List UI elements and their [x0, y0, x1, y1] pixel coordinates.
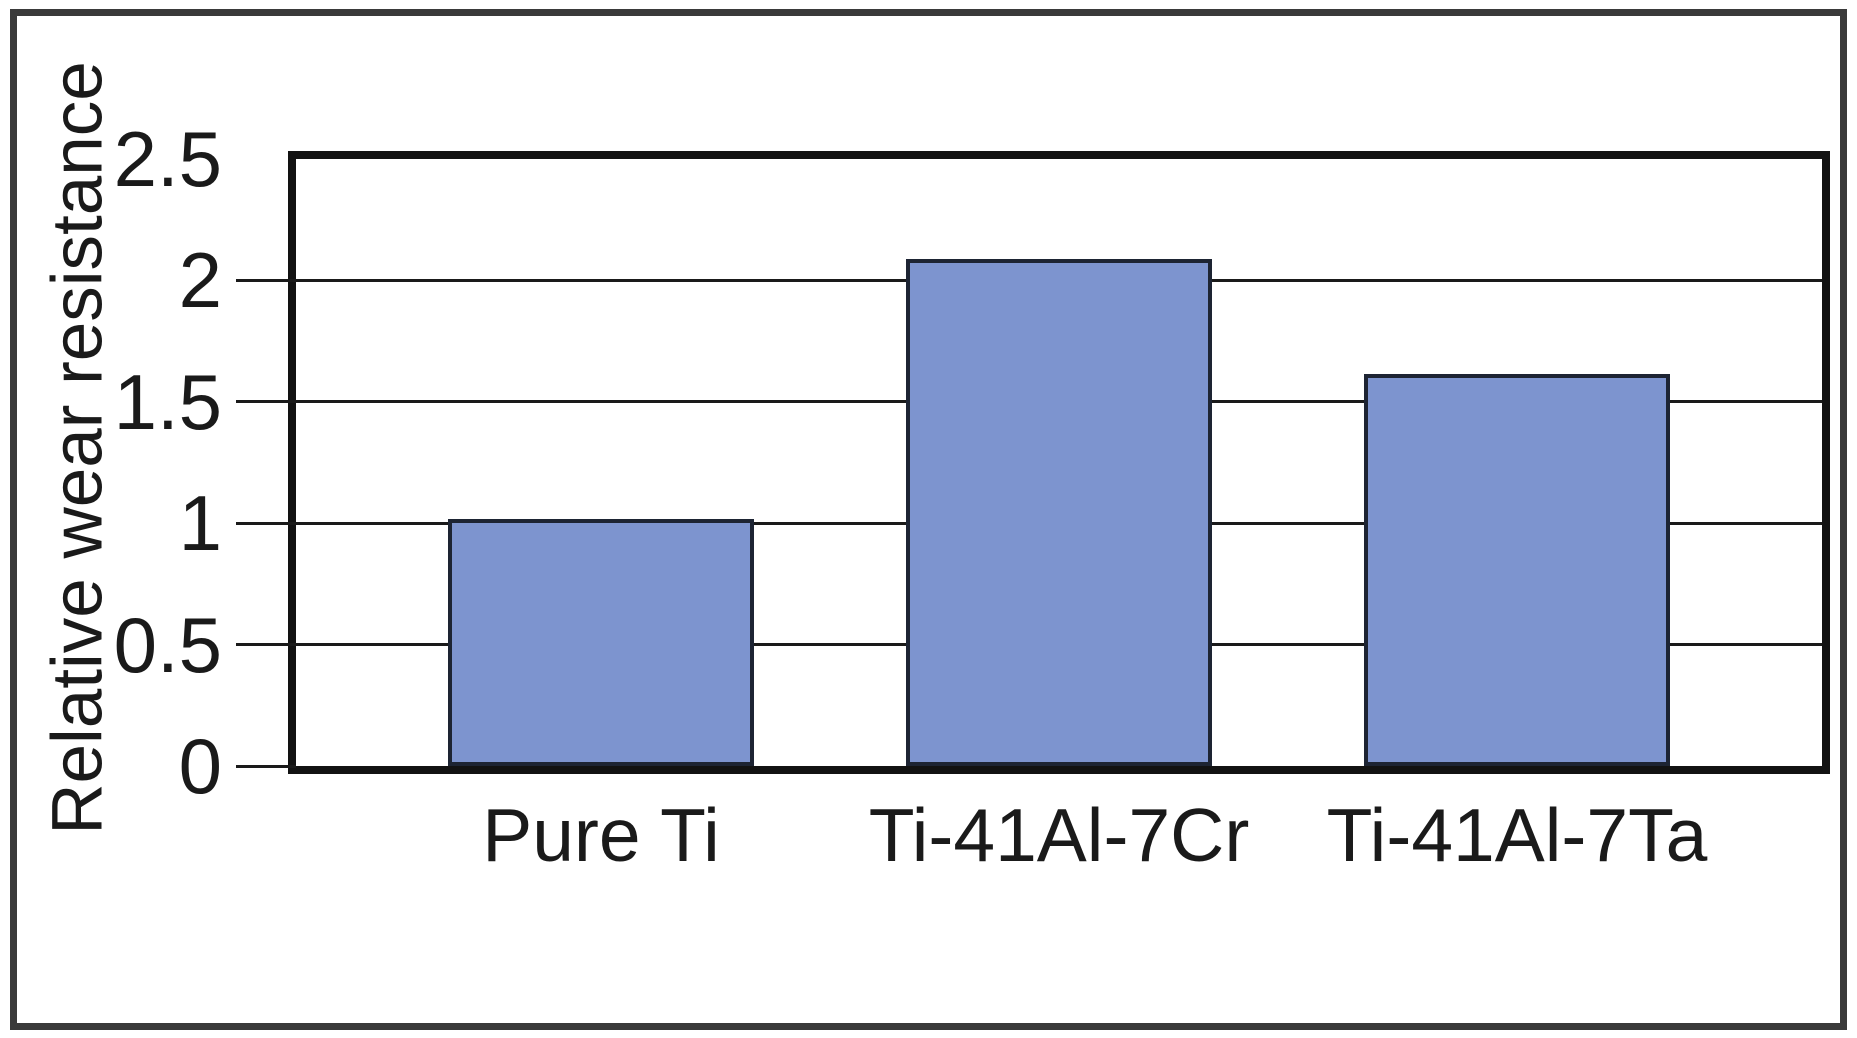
bar-ti-41al-7ta [1364, 374, 1670, 766]
plot-area [288, 151, 1830, 774]
y-tick-label: 1 [178, 479, 222, 568]
y-tick-label: 0.5 [113, 600, 222, 689]
x-category-label: Ti-41Al-7Ta [1326, 793, 1708, 877]
bar-ti-41al-7cr [906, 259, 1212, 766]
y-tick-mark [236, 400, 296, 404]
x-category-label: Pure Ti [482, 793, 720, 877]
y-tick-label: 2 [178, 236, 222, 325]
y-tick-mark [236, 278, 296, 282]
bar-pure-ti [448, 519, 754, 766]
y-tick-mark [236, 521, 296, 525]
y-tick-label: 1.5 [113, 357, 222, 446]
y-tick-mark [236, 764, 296, 768]
y-tick-label: 0 [178, 722, 222, 810]
y-tick-mark [236, 643, 296, 647]
x-category-label: Ti-41Al-7Cr [868, 793, 1250, 877]
figure-outer-frame [10, 9, 1847, 1030]
y-tick-label: 2.5 [113, 115, 222, 203]
